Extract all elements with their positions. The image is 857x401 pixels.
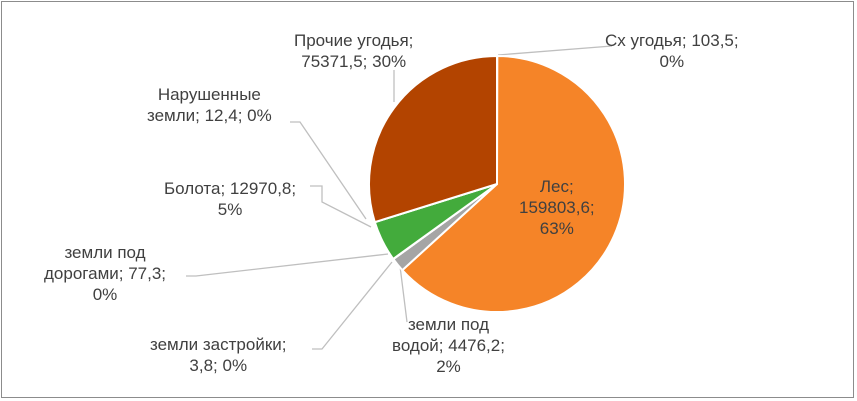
data-label-dorogi-line-2: дорогами; 77,3; <box>44 264 167 283</box>
data-label-les: Лес; 159803,6; 63% <box>519 176 595 239</box>
data-label-sx-ugodya: Сх угодья; 103,5; 0% <box>605 30 739 72</box>
leader-lines <box>186 45 613 350</box>
data-label-zastroyki: земли застройки; 3,8; 0% <box>150 334 286 376</box>
data-label-dorogi-line-3: 0% <box>92 285 118 304</box>
leader-bolota <box>310 185 372 228</box>
leader-zastr <box>312 261 393 350</box>
data-label-zastr-line-2: 3,8; 0% <box>189 356 248 375</box>
leader-dorogi <box>186 253 389 277</box>
data-label-narush-line-1: Нарушенные <box>157 85 261 104</box>
data-label-prochie: Прочие угодья; 75371,5; 30% <box>294 30 413 72</box>
data-label-narushennye: Нарушенные земли; 12,4; 0% <box>147 84 272 126</box>
data-label-sx-line-1: Сх угодья; 103,5; <box>605 31 739 50</box>
data-label-sx-line-2: 0% <box>659 52 685 71</box>
data-label-les-line-1: Лес; <box>539 177 574 196</box>
data-label-dorogi: земли под дорогами; 77,3; 0% <box>44 242 166 305</box>
data-label-voda-line-1: земли под <box>407 315 490 334</box>
pie-slices <box>368 54 626 313</box>
data-label-voda-line-3: 2% <box>436 357 461 376</box>
data-label-bolota-line-2: 5% <box>217 200 243 219</box>
leader-sx <box>497 45 613 56</box>
data-label-zastr-line-1: земли застройки; <box>150 335 287 354</box>
pie-slice-1 <box>400 54 626 313</box>
data-label-prochie-line-2: 75371,5; 30% <box>301 52 407 71</box>
data-label-voda-line-2: водой; 4476,2; <box>392 336 505 355</box>
data-label-les-line-2: 159803,6; <box>519 198 595 217</box>
leader-voda <box>399 265 408 323</box>
leader-narush <box>290 121 367 220</box>
data-label-bolota-line-1: Болота; 12970,8; <box>164 179 297 198</box>
data-label-voda: земли под водой; 4476,2; 2% <box>392 314 505 377</box>
pie-slice-7 <box>368 54 498 224</box>
data-label-narush-line-2: земли; 12,4; 0% <box>147 106 272 125</box>
data-label-bolota: Болота; 12970,8; 5% <box>164 178 296 220</box>
data-label-les-line-3: 63% <box>539 219 574 238</box>
data-label-prochie-line-1: Прочие угодья; <box>294 31 414 50</box>
data-label-dorogi-line-1: земли под <box>64 243 146 262</box>
